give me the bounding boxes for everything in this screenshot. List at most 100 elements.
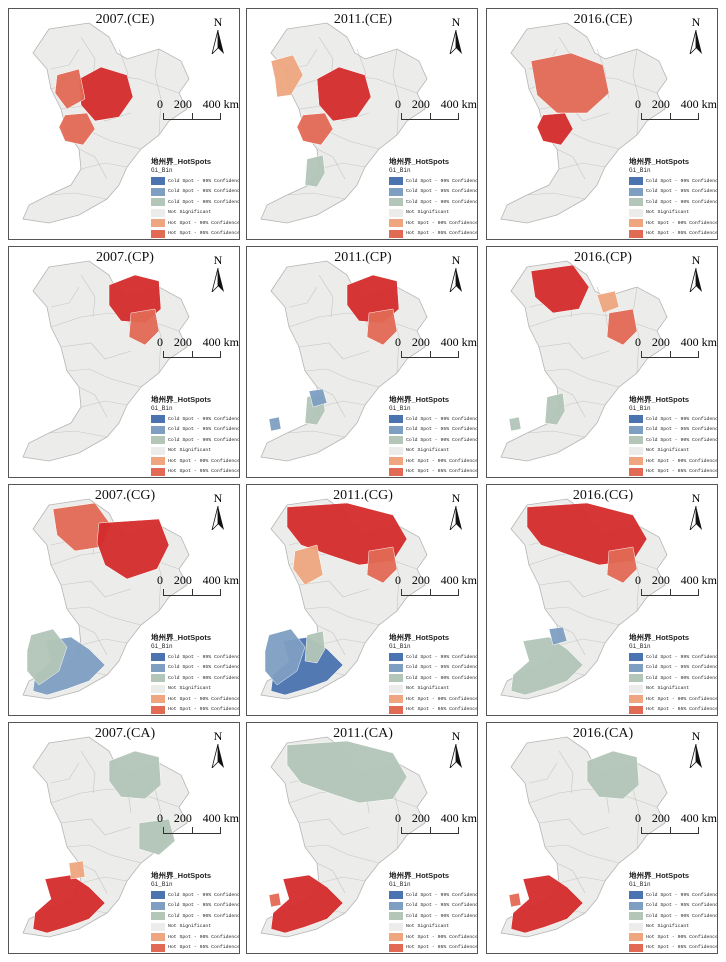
legend-item: Cold Spot - 99% Confidence <box>389 652 477 663</box>
hotspot-region <box>366 546 398 584</box>
legend-item: Hot Spot - 90% Confidence <box>389 932 477 943</box>
legend-swatch <box>151 943 165 952</box>
legend-item: Not Significant <box>389 446 477 457</box>
scale-tick-label: 0 <box>395 97 401 111</box>
legend-item: Cold Spot - 90% Confidence <box>389 911 477 922</box>
legend-item: Hot Spot - 99% Confidence <box>151 715 240 716</box>
scale-tick-label: 0 <box>157 335 163 349</box>
legend-swatch <box>389 457 403 466</box>
scale-tick-label: 400 km <box>202 573 239 587</box>
legend-subtitle: Gi_Bin <box>629 167 651 174</box>
legend-label: Hot Spot - 90% Confidence <box>646 458 718 464</box>
north-label: N <box>691 253 701 267</box>
map-panel: 2016.(CG) N 0 200 400 km 地州界_HotSpots Gi_Bin Co… <box>486 484 718 716</box>
north-label: N <box>451 491 461 505</box>
legend-item: Hot Spot - 90% Confidence <box>151 456 239 467</box>
legend-item: Cold Spot - 90% Confidence <box>629 197 717 208</box>
legend-item: Hot Spot - 90% Confidence <box>629 932 717 943</box>
legend-swatch <box>151 467 165 476</box>
district-boundary <box>80 400 128 408</box>
district-boundary <box>60 342 132 360</box>
legend-item: Cold Spot - 95% Confidence <box>151 901 239 912</box>
legend-item: Cold Spot - 95% Confidence <box>389 425 477 436</box>
legend-item: Hot Spot - 90% Confidence <box>389 456 477 467</box>
district-boundary <box>318 400 366 408</box>
legend-swatch <box>151 446 165 455</box>
legend: 地州界_HotSpots Gi_Bin Cold Spot - 99% Confid… <box>389 870 478 954</box>
legend-label: Not Significant <box>406 686 450 692</box>
legend-item: Cold Spot - 99% Confidence <box>629 652 717 663</box>
legend-title: 地州界_HotSpots <box>629 871 689 880</box>
scale-tick-label: 0 <box>157 573 163 587</box>
legend-item: Not Significant <box>389 208 477 219</box>
region-map <box>260 22 428 224</box>
scale-bar: 0 200 400 km <box>157 335 239 358</box>
hotspot-region <box>308 388 328 408</box>
legend-item: Hot Spot - 99% Confidence <box>389 239 478 240</box>
legend-item: Cold Spot - 99% Confidence <box>389 890 477 901</box>
hotspot-region <box>586 750 640 800</box>
scale-bar: 0 200 400 km <box>635 573 717 596</box>
legend-item: Cold Spot - 90% Confidence <box>629 435 717 446</box>
scale-tick-label: 400 km <box>440 335 477 349</box>
region-map <box>500 22 668 224</box>
north-label: N <box>213 491 223 505</box>
legend-label: Hot Spot - 90% Confidence <box>646 696 718 702</box>
legend-title: 地州界_HotSpots <box>389 157 449 166</box>
legend-item: Cold Spot - 99% Confidence <box>629 414 717 425</box>
north-arrow-icon <box>449 267 462 294</box>
hotspot-region <box>54 68 86 110</box>
legend-item: Cold Spot - 95% Confidence <box>629 901 717 912</box>
legend-label: Hot Spot - 90% Confidence <box>168 934 240 940</box>
legend-swatch <box>389 187 403 196</box>
legend-item: Hot Spot - 99% Confidence <box>151 953 240 954</box>
map-panel: 2011.(CA) N 0 200 400 km 地州界_HotSpots Gi_Bin Co… <box>246 722 478 954</box>
legend-swatch <box>629 187 643 196</box>
legend-label: Hot Spot - 95% Confidence <box>406 945 478 951</box>
legend-swatch <box>389 695 403 704</box>
district-boundary <box>48 430 108 438</box>
legend-item: Hot Spot - 90% Confidence <box>629 694 718 705</box>
north-label: N <box>213 729 223 743</box>
district-boundary <box>556 148 586 180</box>
legend-label: Hot Spot - 90% Confidence <box>646 220 718 226</box>
legend-swatch <box>151 684 165 693</box>
legend-swatch <box>389 674 403 683</box>
legend-label: Cold Spot - 99% Confidence <box>168 178 240 184</box>
district-boundary <box>60 818 132 836</box>
panel-title: 2011.(CE) <box>333 12 393 27</box>
district-boundary <box>316 148 346 180</box>
legend-label: Cold Spot - 95% Confidence <box>646 189 718 195</box>
legend-item: Hot Spot - 95% Confidence <box>389 229 477 240</box>
district-boundary <box>632 48 640 136</box>
scale-bar: 0 200 400 km <box>635 335 717 358</box>
legend: 地州界_HotSpots Gi_Bin Cold Spot - 99% Confid… <box>151 870 240 954</box>
scale-bar: 0 200 400 km <box>395 573 477 596</box>
district-boundary <box>66 844 142 864</box>
district-boundary <box>538 342 610 360</box>
legend-swatch <box>389 922 403 931</box>
legend-item: Hot Spot - 99% Confidence <box>389 953 478 954</box>
north-label: N <box>691 15 701 29</box>
panel-title: 2007.(CG) <box>94 488 156 503</box>
legend-label: Hot Spot - 95% Confidence <box>168 469 240 475</box>
district-boundary <box>558 638 606 646</box>
district-boundary <box>558 400 606 408</box>
legend-item: Not Significant <box>629 208 717 219</box>
legend-title: 地州界_HotSpots <box>151 871 211 880</box>
district-boundary <box>316 624 346 656</box>
scale-bar: 0 200 400 km <box>157 811 239 834</box>
legend-item: Hot Spot - 90% Confidence <box>151 694 239 705</box>
legend: 地州界_HotSpots Gi_Bin Cold Spot - 99% Confid… <box>389 632 477 715</box>
district-boundary <box>526 430 586 438</box>
scale-tick-label: 0 <box>395 335 401 349</box>
north-arrow-icon <box>449 505 462 532</box>
legend-item: Cold Spot - 95% Confidence <box>389 187 477 198</box>
north-arrow-icon <box>449 743 462 770</box>
legend: 地州界_HotSpots Gi_Bin Cold Spot - 99% Confid… <box>151 394 240 477</box>
region-map <box>260 736 428 938</box>
legend-item: Hot Spot - 90% Confidence <box>629 456 718 467</box>
legend-label: Cold Spot - 95% Confidence <box>646 665 718 671</box>
legend-label: Hot Spot - 95% Confidence <box>168 945 240 951</box>
scale-bar: 0 200 400 km <box>395 811 477 834</box>
